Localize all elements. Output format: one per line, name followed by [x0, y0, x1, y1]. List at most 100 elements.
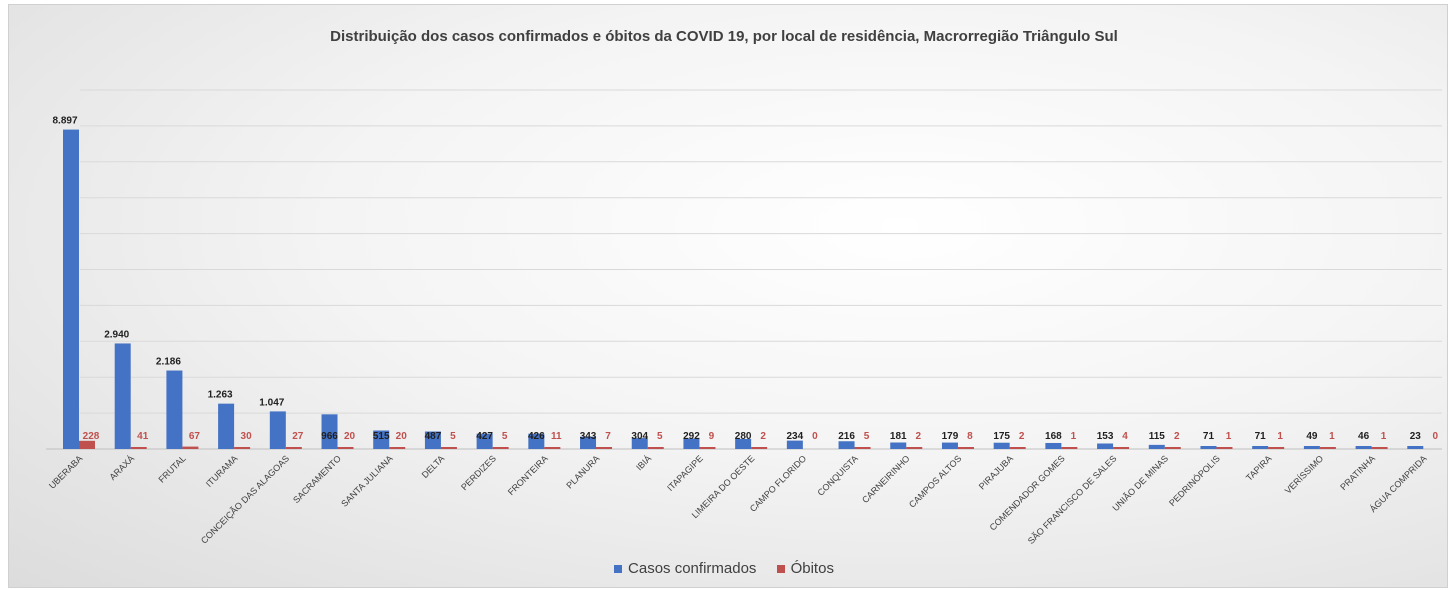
bar-casos — [424, 431, 441, 449]
bar-obitos — [1371, 447, 1388, 449]
category-label: FRUTAL — [156, 453, 187, 484]
data-label-casos: 23 — [1410, 431, 1422, 442]
category-label: ÁGUA COMPRIDA — [1368, 453, 1429, 514]
bar-obitos — [699, 447, 716, 449]
data-label-casos: 304 — [631, 431, 648, 442]
category-label: ITAPAGIPE — [665, 453, 705, 493]
bar-obitos — [854, 447, 871, 449]
bar-obitos — [596, 447, 613, 449]
data-label-obitos: 2 — [760, 431, 766, 442]
data-label-casos: 280 — [735, 431, 752, 442]
bar-casos — [1252, 446, 1269, 449]
data-label-obitos: 5 — [864, 431, 870, 442]
data-label-casos: 168 — [1045, 431, 1062, 442]
data-label-obitos: 11 — [551, 431, 562, 442]
data-label-obitos: 1 — [1381, 431, 1387, 442]
data-label-casos: 153 — [1097, 431, 1114, 442]
legend-item-casos: Casos confirmados — [614, 560, 756, 577]
bar-obitos — [182, 446, 199, 449]
bar-casos — [631, 438, 648, 449]
category-label: CONCEIÇÃO DAS ALAGOAS — [199, 453, 291, 545]
bar-obitos — [285, 447, 302, 449]
bar-obitos — [130, 447, 147, 449]
data-label-casos: 115 — [1149, 431, 1166, 442]
data-label-obitos: 20 — [344, 431, 356, 442]
category-label: ITURAMA — [204, 453, 240, 489]
bar-casos — [941, 442, 958, 449]
bar-casos — [1097, 443, 1114, 449]
data-label-obitos: 0 — [1433, 431, 1439, 442]
bar-casos — [580, 436, 597, 449]
data-label-casos: 1.047 — [259, 397, 284, 408]
data-label-obitos: 41 — [137, 431, 149, 442]
category-label: FRONTEIRA — [506, 453, 550, 497]
category-label: PLANURA — [564, 453, 601, 490]
bar-casos — [838, 441, 855, 449]
data-label-casos: 487 — [425, 431, 442, 442]
data-label-casos: 2.186 — [156, 357, 181, 368]
data-label-obitos: 2 — [1019, 431, 1025, 442]
bar-obitos — [389, 447, 406, 449]
data-label-obitos: 2 — [915, 431, 921, 442]
bar-obitos — [1164, 447, 1181, 449]
data-label-obitos: 5 — [657, 431, 663, 442]
data-label-casos: 8.897 — [52, 116, 77, 127]
bar-casos — [890, 442, 907, 449]
data-label-obitos: 27 — [292, 431, 304, 442]
data-label-casos: 179 — [942, 431, 959, 442]
bar-casos — [166, 370, 183, 449]
data-label-obitos: 1 — [1329, 431, 1335, 442]
bar-casos — [269, 411, 286, 449]
data-label-obitos: 1 — [1071, 431, 1077, 442]
bar-casos — [528, 433, 545, 449]
data-label-casos: 515 — [373, 431, 390, 442]
data-label-obitos: 5 — [450, 431, 456, 442]
data-label-casos: 234 — [787, 431, 804, 442]
bar-casos — [63, 129, 79, 449]
bar-obitos — [492, 447, 509, 449]
bar-casos — [1407, 446, 1424, 449]
bar-obitos — [1319, 447, 1336, 449]
bar-obitos — [544, 447, 561, 449]
bar-obitos — [79, 440, 95, 449]
data-label-casos: 426 — [528, 431, 545, 442]
bar-casos — [321, 414, 338, 449]
bar-casos — [786, 440, 803, 449]
category-label: TAPIRA — [1244, 453, 1274, 483]
data-label-obitos: 9 — [709, 431, 715, 442]
data-label-casos: 427 — [476, 431, 493, 442]
bar-obitos — [1216, 447, 1233, 449]
bar-obitos — [751, 447, 768, 449]
category-label: VERÍSSIMO — [1283, 453, 1325, 495]
data-label-obitos: 20 — [396, 431, 408, 442]
legend-item-obitos: Óbitos — [776, 560, 834, 577]
data-label-obitos: 1 — [1226, 431, 1232, 442]
chart-title: Distribuição dos casos confirmados e óbi… — [330, 28, 1118, 45]
bar-obitos — [440, 447, 457, 449]
bar-casos — [683, 438, 700, 449]
data-label-casos: 2.940 — [104, 329, 129, 340]
bar-obitos — [957, 447, 974, 449]
data-label-casos: 71 — [1203, 431, 1215, 442]
bar-obitos — [1009, 447, 1026, 449]
bar-obitos — [234, 447, 251, 449]
bar-casos — [1303, 446, 1320, 449]
bar-casos — [735, 438, 752, 449]
legend-label-obitos: Óbitos — [790, 560, 834, 577]
data-label-obitos: 228 — [83, 431, 100, 442]
bar-obitos — [906, 447, 923, 449]
category-label: ARAXÁ — [107, 453, 136, 482]
bar-obitos — [1061, 447, 1078, 449]
bar-casos — [993, 442, 1010, 449]
category-label: PEDRINÓPOLIS — [1167, 453, 1222, 508]
bar-casos — [1148, 444, 1165, 449]
bar-obitos — [647, 447, 664, 449]
data-label-casos: 71 — [1255, 431, 1267, 442]
legend-swatch-casos — [614, 565, 623, 574]
bar-casos — [1355, 446, 1372, 449]
bar-casos — [218, 403, 235, 449]
data-label-obitos: 8 — [967, 431, 973, 442]
data-label-obitos: 5 — [502, 431, 508, 442]
category-label: UNIÃO DE MINAS — [1110, 453, 1170, 513]
